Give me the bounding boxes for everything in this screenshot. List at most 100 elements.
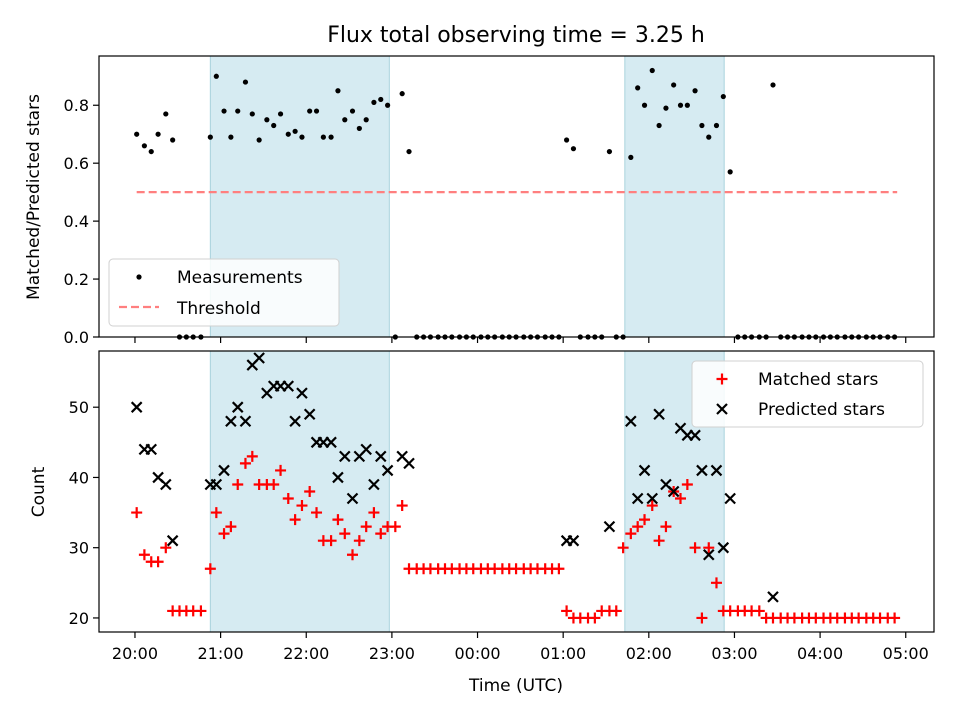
measurement-point-28 xyxy=(335,88,341,94)
bottom-y-tick-label-3: 50 xyxy=(69,398,89,417)
matched-star-point-78 xyxy=(689,542,701,554)
predicted-star-point-0 xyxy=(130,401,143,413)
predicted-star-point-40 xyxy=(646,492,659,505)
predicted-star-point-50 xyxy=(717,541,730,554)
top-y-tick-label-0: 0.0 xyxy=(64,328,89,347)
predicted-star-point-31 xyxy=(381,464,394,477)
measurement-point-19 xyxy=(271,122,277,129)
predicted-star-point-25 xyxy=(339,450,351,463)
measurement-point-22 xyxy=(292,128,298,134)
measurement-point-29 xyxy=(342,117,348,123)
matched-star-point-81 xyxy=(710,577,722,589)
matched-star-point-29 xyxy=(339,528,351,540)
predicted-star-point-23 xyxy=(325,436,337,449)
matched-star-point-64 xyxy=(589,612,601,624)
bottom-legend-box xyxy=(691,360,924,428)
top-observing-window-2 xyxy=(624,55,725,338)
measurement-point-73 xyxy=(656,122,662,129)
measurement-point-80 xyxy=(706,134,712,140)
top-y-tick-label-4: 0.8 xyxy=(64,96,89,115)
predicted-star-point-8 xyxy=(218,464,230,477)
matched-star-point-15 xyxy=(239,457,251,469)
predicted-star-point-2 xyxy=(145,443,158,456)
matched-star-point-77 xyxy=(681,478,693,490)
matched-star-point-67 xyxy=(610,605,622,617)
matched-star-point-69 xyxy=(625,528,637,540)
matched-star-point-79 xyxy=(696,612,708,624)
predicted-star-point-38 xyxy=(631,492,644,505)
measurement-point-35 xyxy=(385,102,391,108)
matched-star-point-25 xyxy=(311,507,323,519)
measurement-point-27 xyxy=(328,134,334,140)
top-y-tick-label-1: 0.2 xyxy=(64,270,89,289)
measurement-point-17 xyxy=(256,137,262,143)
matched-star-point-21 xyxy=(282,493,294,505)
predicted-star-point-49 xyxy=(710,464,723,477)
measurement-point-25 xyxy=(313,108,320,114)
measurement-point-12 xyxy=(221,108,227,114)
measurement-point-32 xyxy=(363,117,369,123)
measurement-point-31 xyxy=(356,125,362,132)
matched-star-point-3 xyxy=(152,556,164,568)
measurement-point-74 xyxy=(663,105,669,111)
chart-title: Flux total observing time = 3.25 h xyxy=(327,23,705,48)
matched-star-point-10 xyxy=(204,563,216,575)
matched-star-point-59 xyxy=(553,563,565,575)
matched-star-point-32 xyxy=(360,521,372,533)
matched-star-point-31 xyxy=(353,535,365,547)
measurement-point-23 xyxy=(299,134,305,140)
legend-matched-marker xyxy=(716,373,728,385)
measurement-point-81 xyxy=(713,122,720,129)
matched-star-point-70 xyxy=(632,521,644,533)
measurement-point-60 xyxy=(564,137,570,143)
matched-star-point-16 xyxy=(246,450,258,462)
matched-star-point-30 xyxy=(346,549,358,561)
measurement-point-10 xyxy=(207,134,213,140)
measurement-point-24 xyxy=(307,108,313,114)
measurement-point-34 xyxy=(378,96,384,103)
predicted-star-point-52 xyxy=(767,591,779,603)
predicted-star-point-46 xyxy=(689,429,701,442)
x-tick-label-9: 05:00 xyxy=(883,644,929,663)
x-tick-label-7: 03:00 xyxy=(711,644,757,663)
bottom-plot-frame xyxy=(98,350,935,633)
measurement-point-3 xyxy=(155,131,161,137)
matched-star-point-27 xyxy=(325,535,337,547)
legend-measurements-marker xyxy=(136,274,142,280)
x-tick-label-3: 23:00 xyxy=(369,644,415,663)
predicted-star-point-41 xyxy=(653,408,665,421)
predicted-star-point-37 xyxy=(625,415,637,428)
measurement-point-38 xyxy=(406,148,412,155)
top-legend-box xyxy=(108,258,340,327)
measurement-point-61 xyxy=(570,146,577,152)
predicted-star-point-39 xyxy=(638,464,651,477)
predicted-star-point-29 xyxy=(368,478,380,491)
legend-matched-label: Matched stars xyxy=(758,370,878,390)
matched-star-point-37 xyxy=(396,500,408,512)
bottom-y-axis-label: Count xyxy=(29,466,49,517)
predicted-star-point-33 xyxy=(403,457,415,470)
matched-star-point-34 xyxy=(375,528,387,540)
measurement-point-79 xyxy=(699,122,705,129)
predicted-star-point-9 xyxy=(225,415,237,428)
predicted-star-point-47 xyxy=(696,464,708,477)
matched-star-point-68 xyxy=(617,542,629,554)
matched-star-point-0 xyxy=(131,507,143,519)
measurement-point-37 xyxy=(399,91,405,97)
measurement-point-76 xyxy=(677,102,684,108)
bottom-y-tick-label-2: 40 xyxy=(69,468,89,487)
matched-star-point-76 xyxy=(675,493,687,505)
x-tick-label-5: 01:00 xyxy=(540,644,586,663)
x-tick-label-6: 02:00 xyxy=(626,644,672,663)
predicted-star-point-10 xyxy=(231,401,244,413)
matched-star-point-28 xyxy=(332,514,344,526)
measurement-point-18 xyxy=(264,117,270,123)
top-y-tick-label-2: 0.4 xyxy=(64,212,89,231)
matched-star-point-20 xyxy=(275,464,287,476)
legend-predicted-label: Predicted stars xyxy=(758,400,885,420)
predicted-star-point-35 xyxy=(567,534,580,547)
measurement-point-16 xyxy=(249,111,255,117)
matched-star-point-33 xyxy=(368,507,380,519)
matched-star-point-1 xyxy=(138,549,150,561)
